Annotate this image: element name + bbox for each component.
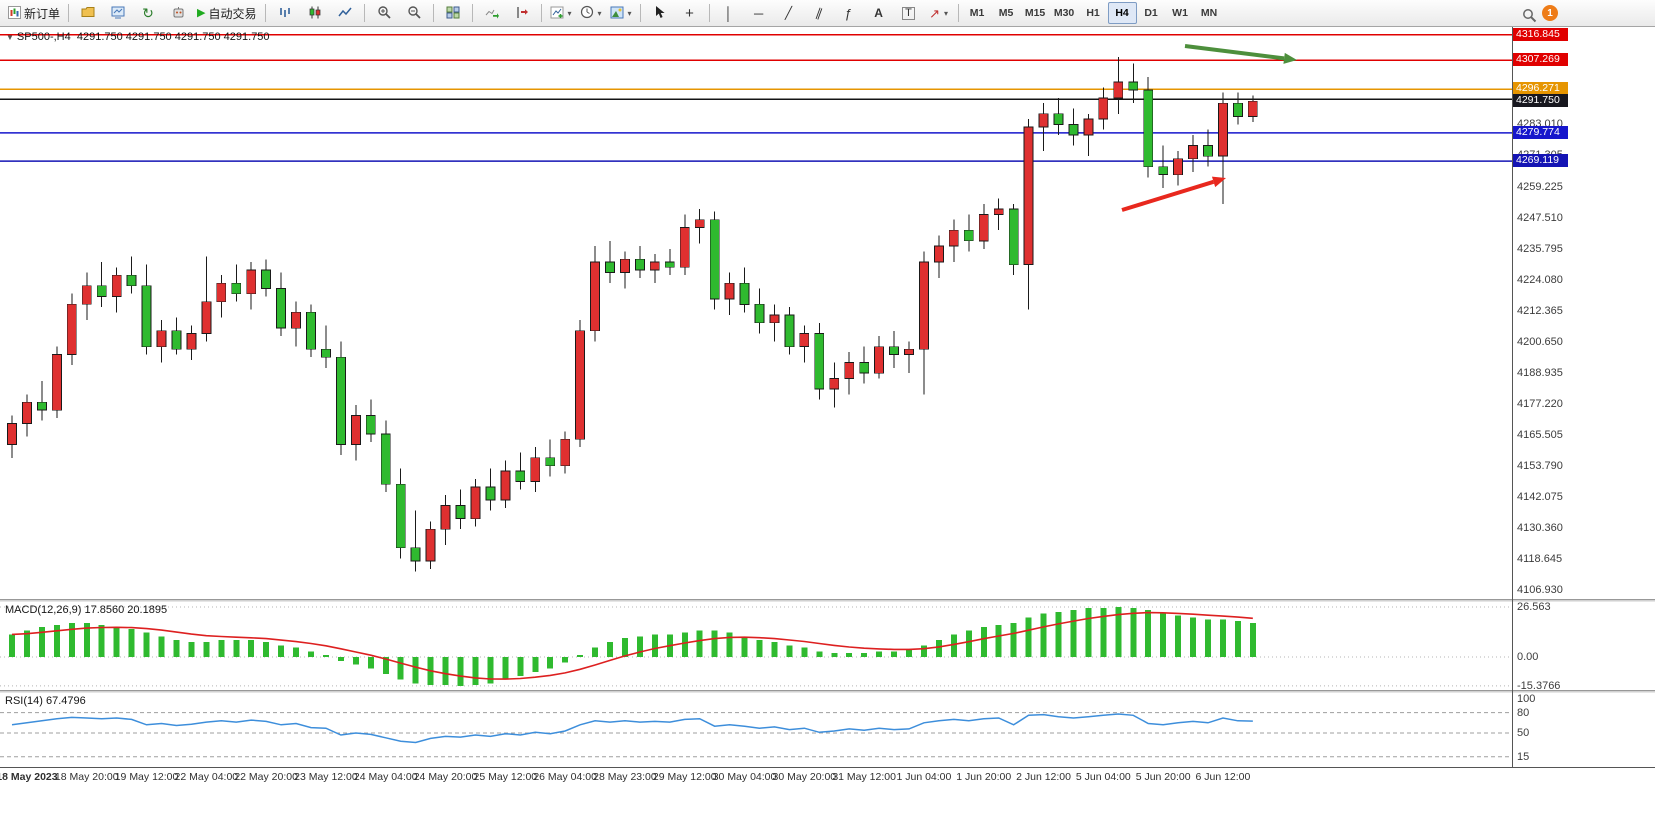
autotrading-icon: ▶	[197, 6, 206, 19]
text-tool-button[interactable]: A	[864, 1, 894, 25]
templates-button[interactable]: ▾	[606, 1, 636, 25]
line-chart-button[interactable]	[330, 1, 360, 25]
horizontal-line-tool-button[interactable]: ─	[744, 1, 774, 25]
macd-histogram	[9, 607, 1256, 686]
chart-shift-button[interactable]	[507, 1, 537, 25]
timeframe-H1[interactable]: H1	[1086, 7, 1100, 19]
timeframe-W1[interactable]: W1	[1172, 7, 1188, 19]
clock-icon	[580, 5, 594, 21]
toolbar-separator	[957, 4, 959, 22]
timeframe-M15[interactable]: M15	[1024, 7, 1046, 19]
chart-shift-icon	[515, 6, 529, 21]
chevron-down-icon: ▾	[567, 8, 572, 18]
refresh-button[interactable]: ↻	[133, 1, 163, 25]
label-tool-button[interactable]: T	[894, 1, 924, 25]
toolbar-separator	[432, 4, 434, 22]
time-axis-border	[0, 767, 1655, 768]
toolbar-separator	[708, 4, 710, 22]
fibonacci-icon: ƒ	[844, 5, 853, 21]
periods-list-button[interactable]: ▾	[576, 1, 606, 25]
template-icon	[610, 6, 624, 21]
arrows-tool-button[interactable]: ↗ ▾	[924, 1, 954, 25]
rsi-line	[11, 713, 1253, 744]
indicators-list-button[interactable]: ▾	[546, 1, 576, 25]
toolbar-separator	[264, 4, 266, 22]
trendline-icon: ╱	[784, 5, 793, 20]
zoom-in-button[interactable]	[369, 1, 399, 25]
auto-scroll-icon	[485, 6, 499, 21]
notification-badge[interactable]: 1	[1542, 5, 1558, 21]
timeframe-M1[interactable]: M1	[969, 7, 985, 19]
chevron-down-icon: ▾	[627, 8, 632, 18]
search-button[interactable]	[1514, 4, 1544, 28]
candles-icon	[308, 6, 322, 21]
channel-icon: ∥	[813, 4, 824, 21]
cursor-tool-button[interactable]	[645, 1, 675, 25]
trendline-tool-button[interactable]: ╱	[774, 1, 804, 25]
tile-windows-button[interactable]	[438, 1, 468, 25]
price-chart-canvas[interactable]	[0, 27, 1655, 832]
arrows-icon: ↗	[929, 5, 940, 21]
cursor-icon	[654, 5, 666, 21]
bars-icon	[278, 6, 292, 21]
bar-chart-button[interactable]	[270, 1, 300, 25]
experts-icon	[172, 6, 185, 21]
crosshair-tool-button[interactable]: +	[675, 1, 705, 25]
experts-button[interactable]	[163, 1, 193, 25]
new-order-label: 新订单	[24, 6, 61, 21]
autotrading-label: 自动交易	[208, 6, 257, 21]
search-icon	[1522, 8, 1537, 25]
tile-icon	[446, 6, 460, 21]
timeframe-D1[interactable]: D1	[1144, 7, 1158, 19]
toolbar-separator	[540, 4, 542, 22]
toolbar-separator	[68, 4, 70, 22]
zoom-out-icon	[407, 5, 421, 21]
channel-tool-button[interactable]: ∥	[804, 1, 834, 25]
price-axis-border	[1512, 27, 1513, 767]
timeframe-M5[interactable]: M5	[998, 7, 1014, 19]
macd-signal-line	[11, 611, 1253, 680]
zoom-in-icon	[377, 5, 391, 21]
vertical-line-icon: │	[724, 5, 733, 21]
chevron-down-icon: ▾	[597, 8, 602, 18]
zoom-out-button[interactable]	[399, 1, 429, 25]
timeframe-H4[interactable]: H4	[1107, 2, 1137, 24]
indicators-icon	[550, 6, 564, 21]
rsi-panel-divider[interactable]	[0, 690, 1655, 693]
text-icon: A	[874, 5, 883, 20]
toolbar-buttons: 新订单 ↻ ▶ 自动交易 ▾ ▾ ▾ + │ ─ ╱ ∥ ƒ A T ↗ ▾ M1 M5 M15 M30 H1 H4 D1 W1…	[4, 1, 1224, 25]
charts-icon	[111, 6, 125, 21]
toolbar-separator	[363, 4, 365, 22]
candles	[7, 56, 1258, 572]
charts-button[interactable]	[103, 1, 133, 25]
profiles-button[interactable]	[73, 1, 103, 25]
toolbar-separator	[471, 4, 473, 22]
profiles-icon	[81, 6, 95, 20]
timeframe-MN[interactable]: MN	[1200, 7, 1218, 19]
green-arrow[interactable]	[1184, 44, 1297, 64]
autotrading-button[interactable]: ▶ 自动交易	[193, 1, 260, 25]
auto-scroll-button[interactable]	[477, 1, 507, 25]
label-icon: T	[902, 6, 915, 20]
new-order-button[interactable]: 新订单	[4, 1, 64, 25]
chevron-down-icon: ▾	[943, 8, 948, 18]
toolbar-separator	[639, 4, 641, 22]
candle-chart-button[interactable]	[300, 1, 330, 25]
crosshair-icon: +	[685, 4, 694, 22]
main-toolbar: 新订单 ↻ ▶ 自动交易 ▾ ▾ ▾ + │ ─ ╱ ∥ ƒ A T ↗ ▾ M1 M5 M15 M30 H1 H4 D1 W1…	[0, 0, 1655, 27]
refresh-icon: ↻	[142, 4, 154, 21]
timeframe-M30[interactable]: M30	[1053, 7, 1075, 19]
red-arrow[interactable]	[1121, 176, 1226, 212]
macd-panel-divider[interactable]	[0, 599, 1655, 602]
vertical-line-tool-button[interactable]: │	[714, 1, 744, 25]
new-order-icon	[8, 5, 21, 21]
fibonacci-tool-button[interactable]: ƒ	[834, 1, 864, 25]
line-icon	[337, 6, 352, 21]
horizontal-line-icon: ─	[753, 5, 764, 21]
